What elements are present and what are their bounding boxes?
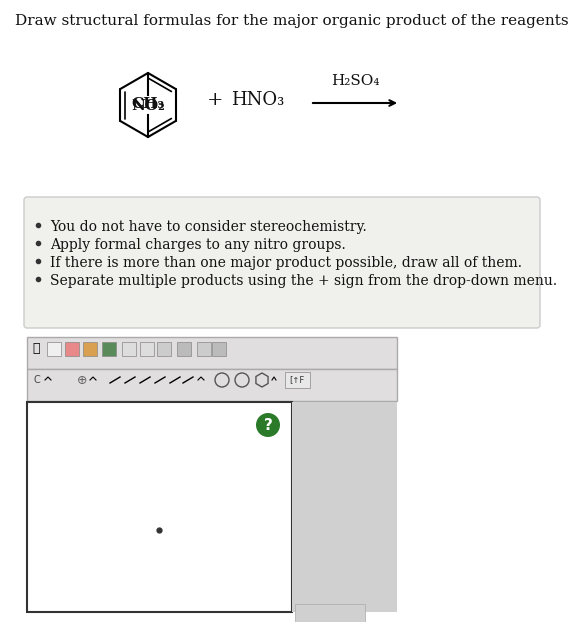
Text: [↑F: [↑F: [289, 376, 304, 384]
Bar: [65, 342, 79, 356]
Text: C: C: [34, 375, 40, 385]
Text: Apply formal charges to any nitro groups.: Apply formal charges to any nitro groups…: [50, 238, 346, 252]
Bar: [212, 342, 226, 356]
Bar: [83, 342, 97, 356]
Bar: [292, 402, 397, 612]
Bar: [177, 342, 191, 356]
Bar: [197, 342, 211, 356]
Bar: [122, 342, 136, 356]
Text: Draw structural formulas for the major organic product of the reagents shown.: Draw structural formulas for the major o…: [15, 14, 568, 28]
Text: +: +: [207, 91, 223, 109]
Text: You do not have to consider stereochemistry.: You do not have to consider stereochemis…: [50, 220, 367, 234]
Bar: [157, 342, 171, 356]
Text: H₂SO₄: H₂SO₄: [331, 74, 379, 88]
Text: ✋: ✋: [32, 341, 40, 355]
Bar: [285, 372, 310, 388]
Text: ⊕: ⊕: [77, 373, 87, 386]
Text: If there is more than one major product possible, draw all of them.: If there is more than one major product …: [50, 256, 522, 270]
Bar: [27, 369, 397, 401]
Text: HNO₃: HNO₃: [231, 91, 285, 109]
Text: CH₃: CH₃: [131, 97, 165, 111]
Bar: [27, 402, 292, 612]
Bar: [102, 342, 116, 356]
Text: Separate multiple products using the + sign from the drop-down menu.: Separate multiple products using the + s…: [50, 274, 557, 288]
Text: ?: ?: [264, 417, 273, 432]
FancyBboxPatch shape: [24, 197, 540, 328]
Bar: [295, 604, 365, 622]
Bar: [27, 337, 397, 369]
Bar: [140, 342, 154, 356]
Text: NO₂: NO₂: [131, 99, 165, 113]
Circle shape: [256, 413, 280, 437]
Bar: [47, 342, 61, 356]
